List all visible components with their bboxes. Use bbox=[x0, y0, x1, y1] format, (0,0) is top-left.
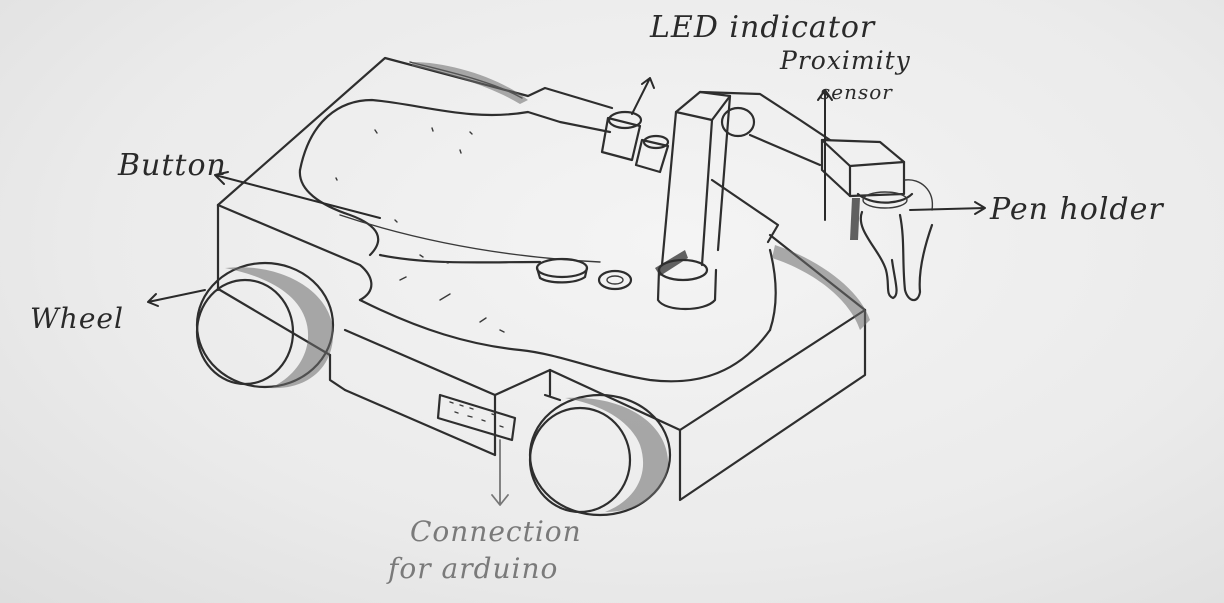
label-button: Button bbox=[118, 148, 227, 183]
pen-holder-arrow bbox=[909, 201, 986, 215]
wheel-left bbox=[195, 261, 335, 389]
annotation-arrows bbox=[147, 77, 986, 506]
wheel-arrow bbox=[147, 289, 206, 307]
label-led-indicator: LED indicator bbox=[650, 10, 876, 45]
label-connection-line1: Connection bbox=[410, 515, 582, 548]
button-arrow bbox=[214, 171, 381, 219]
led-indicators bbox=[600, 110, 670, 174]
deck-buttons bbox=[535, 250, 688, 291]
proximity-arrow bbox=[817, 89, 833, 221]
label-pen-holder: Pen holder bbox=[990, 192, 1164, 227]
led-arrow bbox=[631, 77, 655, 115]
robot-chassis bbox=[216, 56, 870, 502]
pen-holder bbox=[850, 179, 934, 302]
label-connection-line2: for arduino bbox=[388, 552, 559, 585]
label-proximity-sensor-line1: Proximity bbox=[780, 46, 911, 75]
connection-arrow bbox=[491, 439, 509, 506]
wheel-right bbox=[528, 393, 672, 517]
robot-arm bbox=[656, 90, 906, 310]
label-proximity-sensor-line2: sensor bbox=[820, 80, 893, 104]
label-wheel: Wheel bbox=[30, 302, 124, 335]
